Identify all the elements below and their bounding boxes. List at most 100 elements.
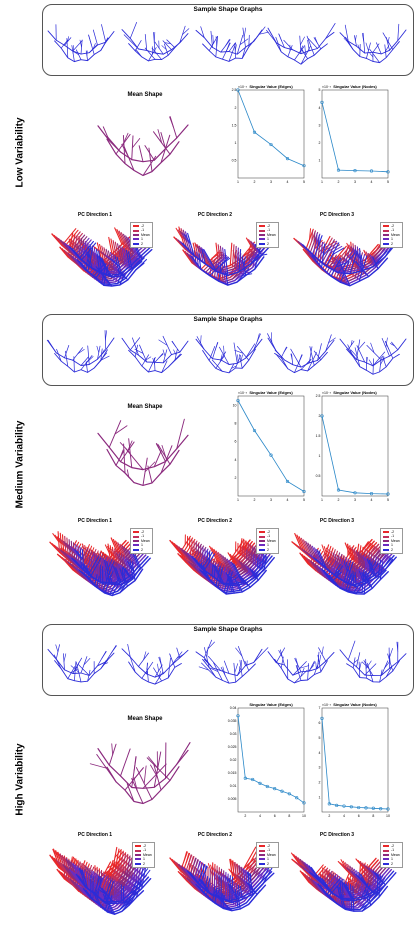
pc-legend: -2 -1 Mean 1 2 bbox=[130, 222, 153, 249]
legend-item: -1 bbox=[259, 228, 276, 232]
legend-label: 2 bbox=[391, 241, 393, 246]
legend-item: -2 bbox=[259, 530, 276, 534]
sample-shapes-box: Sample Shape Graphs bbox=[42, 624, 414, 696]
pc-legend: -2 -1 Mean 1 2 bbox=[256, 222, 279, 249]
legend-item: 1 bbox=[135, 857, 152, 861]
legend-label: 2 bbox=[267, 861, 269, 866]
legend-item: -2 bbox=[259, 844, 276, 848]
legend-item: 1 bbox=[259, 237, 276, 241]
row-label: Medium Variability bbox=[14, 420, 26, 509]
legend-item: -1 bbox=[133, 228, 150, 232]
sample-shapes-title: Sample Shape Graphs bbox=[193, 626, 263, 633]
legend-label: -2 bbox=[141, 224, 145, 228]
legend-swatch bbox=[383, 854, 389, 857]
legend-swatch bbox=[383, 862, 389, 865]
sample-shapes-box: Sample Shape Graphs bbox=[42, 4, 414, 76]
legend-item: Mean bbox=[259, 233, 276, 237]
pc-direction-1-title: PC Direction 1 bbox=[77, 212, 113, 218]
sample-shapes-title: Sample Shape Graphs bbox=[193, 6, 263, 13]
legend-item: 2 bbox=[383, 242, 400, 246]
legend-item: 1 bbox=[383, 237, 400, 241]
legend-label: 2 bbox=[391, 861, 393, 866]
legend-swatch bbox=[383, 225, 389, 228]
legend-label: 2 bbox=[141, 547, 143, 552]
legend-label: 1 bbox=[267, 237, 269, 242]
legend-label: -2 bbox=[267, 530, 271, 534]
legend-swatch bbox=[259, 548, 265, 551]
mean-shape-title: Mean Shape bbox=[127, 92, 163, 98]
pc-direction-2-title: PC Direction 2 bbox=[197, 518, 233, 524]
legend-label: Mean bbox=[267, 232, 276, 237]
legend-item: 2 bbox=[259, 242, 276, 246]
legend-item: Mean bbox=[133, 539, 150, 543]
legend-swatch bbox=[383, 234, 389, 237]
pc-direction-1-title: PC Direction 1 bbox=[77, 832, 113, 838]
legend-item: -2 bbox=[133, 224, 150, 228]
legend-label: 1 bbox=[267, 543, 269, 548]
legend-swatch bbox=[259, 234, 265, 237]
legend-label: 1 bbox=[391, 857, 393, 862]
legend-swatch bbox=[133, 234, 139, 237]
legend-label: -2 bbox=[143, 844, 147, 848]
legend-item: -1 bbox=[383, 534, 400, 538]
legend-item: -2 bbox=[259, 224, 276, 228]
legend-swatch bbox=[259, 242, 265, 245]
legend-label: 2 bbox=[267, 241, 269, 246]
legend-label: 2 bbox=[143, 861, 145, 866]
legend-label: -2 bbox=[267, 844, 271, 848]
legend-label: -1 bbox=[391, 534, 395, 539]
legend-label: 1 bbox=[143, 857, 145, 862]
legend-swatch bbox=[383, 531, 389, 534]
legend-item: Mean bbox=[135, 853, 152, 857]
legend-item: 1 bbox=[383, 857, 400, 861]
legend-swatch bbox=[383, 858, 389, 861]
legend-label: 1 bbox=[391, 543, 393, 548]
legend-swatch bbox=[133, 540, 139, 543]
row-label: Low Variability bbox=[14, 117, 26, 188]
pc-legend: -2 -1 Mean 1 2 bbox=[380, 528, 403, 555]
legend-swatch bbox=[259, 862, 265, 865]
legend-label: Mean bbox=[391, 852, 400, 857]
legend-item: -1 bbox=[135, 848, 152, 852]
legend-item: 2 bbox=[133, 548, 150, 552]
legend-swatch bbox=[383, 229, 389, 232]
legend-item: Mean bbox=[259, 539, 276, 543]
legend-item: 1 bbox=[383, 543, 400, 547]
legend-item: -1 bbox=[383, 228, 400, 232]
legend-label: 2 bbox=[141, 241, 143, 246]
legend-label: Mean bbox=[391, 232, 400, 237]
legend-label: 1 bbox=[141, 237, 143, 242]
legend-swatch bbox=[383, 548, 389, 551]
legend-swatch bbox=[259, 540, 265, 543]
legend-swatch bbox=[259, 229, 265, 232]
legend-label: -1 bbox=[267, 534, 271, 539]
legend-swatch bbox=[133, 225, 139, 228]
legend-swatch bbox=[133, 531, 139, 534]
legend-label: -2 bbox=[391, 224, 395, 228]
legend-label: Mean bbox=[391, 538, 400, 543]
legend-item: -2 bbox=[383, 530, 400, 534]
legend-label: Mean bbox=[267, 852, 276, 857]
mean-shape-title: Mean Shape bbox=[127, 716, 163, 722]
legend-swatch bbox=[135, 854, 141, 857]
legend-swatch bbox=[133, 238, 139, 241]
legend-swatch bbox=[135, 845, 141, 848]
legend-item: Mean bbox=[383, 233, 400, 237]
legend-swatch bbox=[383, 242, 389, 245]
legend-item: -1 bbox=[133, 534, 150, 538]
legend-swatch bbox=[259, 849, 265, 852]
legend-label: -2 bbox=[391, 844, 395, 848]
pc-direction-3-title: PC Direction 3 bbox=[319, 832, 355, 838]
legend-swatch bbox=[133, 229, 139, 232]
legend-item: -1 bbox=[259, 534, 276, 538]
legend-swatch bbox=[259, 845, 265, 848]
legend-swatch bbox=[133, 535, 139, 538]
legend-swatch bbox=[383, 849, 389, 852]
pc-legend: -2 -1 Mean 1 2 bbox=[130, 528, 153, 555]
legend-swatch bbox=[259, 535, 265, 538]
legend-item: 2 bbox=[259, 548, 276, 552]
pc-direction-1-title: PC Direction 1 bbox=[77, 518, 113, 524]
pc-legend: -2 -1 Mean 1 2 bbox=[132, 842, 155, 869]
legend-label: 2 bbox=[391, 547, 393, 552]
legend-label: -1 bbox=[141, 228, 145, 233]
